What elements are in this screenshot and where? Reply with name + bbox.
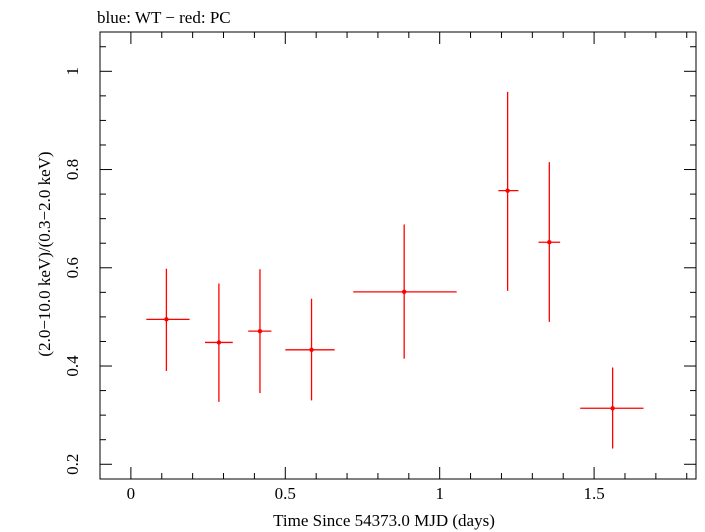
- point-marker: [309, 347, 314, 353]
- y-tick-label: 0.6: [63, 257, 82, 278]
- y-tick-label: 0.2: [63, 454, 82, 475]
- x-tick-label: 1.5: [583, 484, 604, 503]
- chart-title: blue: WT − red: PC: [97, 8, 231, 27]
- data-point: [248, 269, 272, 394]
- point-marker: [164, 317, 169, 322]
- data-point: [204, 283, 233, 402]
- data-point: [146, 268, 190, 371]
- data-point: [353, 224, 457, 359]
- data-series: [146, 91, 644, 449]
- series-pc: [146, 91, 644, 449]
- y-axis-label: (2.0−10.0 keV)/(0.3−2.0 keV): [35, 151, 54, 356]
- data-point: [580, 367, 644, 449]
- x-tick-label: 0: [127, 484, 136, 503]
- point-marker: [610, 406, 615, 411]
- point-marker: [505, 188, 510, 193]
- x-tick-label: 1: [435, 484, 444, 503]
- data-point: [538, 162, 561, 322]
- x-tick-label: 0.5: [275, 484, 296, 503]
- point-marker: [216, 340, 222, 345]
- y-tick-label: 0.8: [63, 159, 82, 180]
- data-point: [285, 298, 335, 401]
- plot-frame: [99, 31, 697, 480]
- y-tick-label: 0.4: [63, 355, 82, 377]
- x-axis-label: Time Since 54373.0 MJD (days): [273, 511, 495, 530]
- y-tick-label: 1: [63, 67, 82, 76]
- point-marker: [401, 289, 407, 295]
- point-marker: [257, 328, 263, 334]
- data-point: [498, 91, 519, 291]
- point-marker: [547, 240, 552, 245]
- axes: 0 0.5 1 1.5 0.2 0.4 0.6 0.8 1: [63, 32, 696, 503]
